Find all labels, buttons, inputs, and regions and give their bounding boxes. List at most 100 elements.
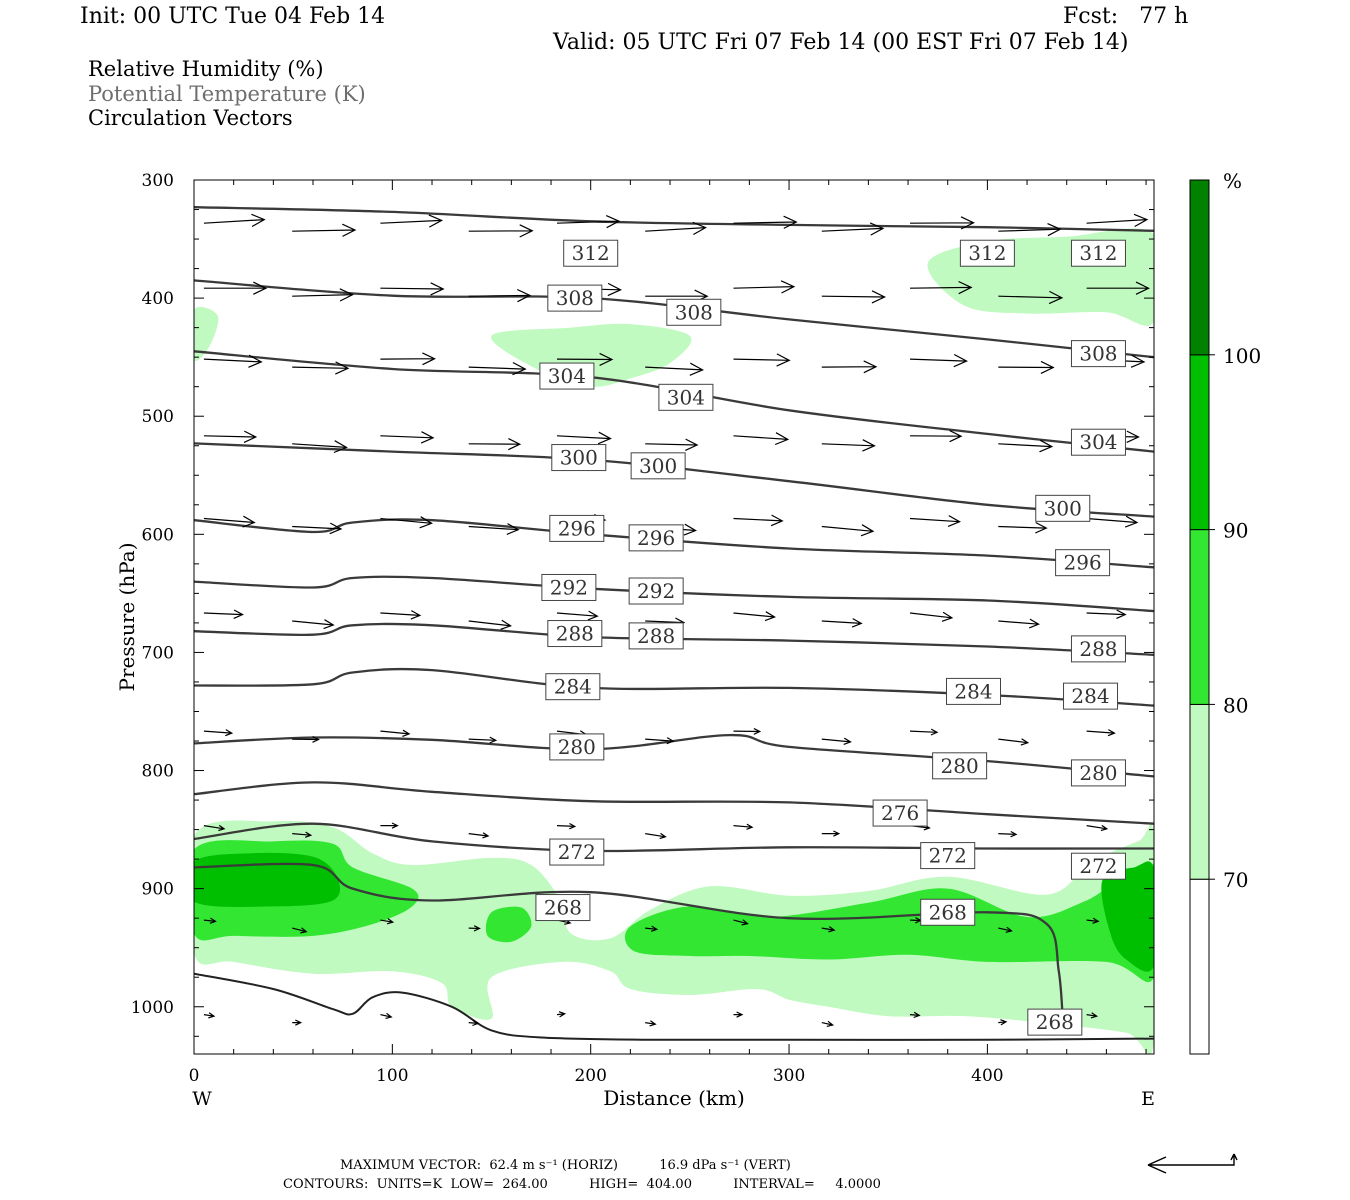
contour-label-box	[1063, 682, 1119, 710]
circulation-vector	[292, 1019, 303, 1026]
contour-label-308: 308	[556, 286, 594, 310]
contour-label-box	[535, 894, 591, 922]
circulation-vector	[468, 438, 522, 451]
contour-label-284: 284	[954, 679, 992, 703]
circulation-vector	[998, 738, 1030, 746]
circulation-vector	[821, 360, 878, 374]
y-tick-label: 500	[142, 407, 174, 427]
contour-label-box	[628, 622, 684, 650]
circulation-vector	[733, 280, 796, 294]
circulation-vector	[556, 215, 621, 229]
circulation-vector	[468, 736, 498, 744]
rh-region-70	[194, 306, 219, 361]
contour-label-box	[872, 799, 928, 827]
contour-label-296: 296	[558, 516, 596, 540]
contour-label-box	[628, 577, 684, 605]
y-axis-title: Pressure (hPa)	[115, 543, 139, 692]
circulation-vector	[821, 439, 876, 452]
circulation-vector	[556, 431, 612, 445]
contour-label-288: 288	[556, 622, 594, 646]
contour-label-268: 268	[544, 896, 582, 920]
x-tick-label: 0	[189, 1066, 200, 1086]
x-end-label-west: W	[192, 1088, 212, 1110]
rh-region-80	[485, 906, 532, 943]
legend-theta: Potential Temperature (K)	[88, 82, 366, 106]
circulation-vector	[203, 354, 263, 368]
contour-label-box	[539, 362, 595, 390]
x-tick-label: 100	[376, 1066, 408, 1086]
contour-label-300: 300	[639, 454, 677, 478]
circulation-vector	[468, 523, 520, 535]
y-tick-label: 300	[142, 171, 174, 191]
circulation-vector	[909, 430, 963, 443]
circulation-vector	[733, 353, 791, 367]
circulation-vector	[203, 729, 234, 737]
contour-label-312: 312	[968, 241, 1006, 265]
circulation-vector	[380, 282, 445, 296]
circulation-vector	[380, 610, 422, 620]
contour-label-box	[1035, 494, 1091, 522]
contour-label-box	[549, 514, 605, 542]
contour-label-288: 288	[1079, 637, 1117, 661]
contour-label-304: 304	[667, 385, 705, 409]
contour-label-288: 288	[637, 624, 675, 648]
contour-label-312: 312	[572, 241, 610, 265]
contour-label-box	[932, 752, 988, 780]
valid-time: Valid: 05 UTC Fri 07 Feb 14 (00 EST Fri …	[553, 30, 1129, 55]
colorbar-segment	[1189, 529, 1210, 705]
x-tick-label: 300	[773, 1066, 805, 1086]
circulation-vector	[380, 352, 436, 366]
forecast-hour: Fcst: 77 h	[1063, 4, 1189, 29]
circulation-vector	[998, 618, 1040, 629]
contour-label-box	[545, 673, 601, 701]
contour-label-280: 280	[1079, 761, 1117, 785]
circulation-vector	[733, 611, 776, 622]
circulation-vector	[380, 516, 433, 529]
circulation-vector	[1086, 917, 1100, 924]
contour-info: CONTOURS: UNITS=K LOW= 264.00 HIGH= 404.…	[283, 1177, 881, 1192]
contour-label-box	[1070, 239, 1126, 267]
circulation-vector	[821, 290, 886, 304]
circulation-vector	[380, 431, 435, 444]
circulation-vector	[380, 822, 399, 829]
contour-label-268: 268	[1036, 1010, 1074, 1034]
contour-label-304: 304	[548, 364, 586, 388]
circulation-vector	[556, 610, 599, 621]
circulation-vector	[909, 611, 954, 622]
colorbar-label: 90	[1223, 519, 1248, 543]
circulation-vector	[203, 515, 256, 528]
circulation-vector	[203, 430, 258, 443]
colorbar-unit: %	[1223, 169, 1242, 193]
contour-label-272: 272	[929, 844, 967, 868]
circulation-vector	[1086, 213, 1149, 228]
circulation-vector	[645, 832, 667, 840]
contour-label-308: 308	[675, 300, 713, 324]
contour-label-box	[1055, 549, 1111, 577]
contour-label-280: 280	[941, 754, 979, 778]
circulation-vector	[733, 728, 762, 735]
reference-vector-arrow	[1147, 1153, 1238, 1174]
rh-region-90	[1101, 861, 1154, 972]
circulation-vector	[733, 1011, 744, 1018]
circulation-vector	[645, 925, 659, 932]
circulation-vector	[468, 288, 532, 303]
circulation-vector	[821, 1020, 835, 1027]
contour-label-276: 276	[881, 801, 919, 825]
legend-vectors: Circulation Vectors	[88, 106, 293, 130]
contour-label-box	[549, 838, 605, 866]
circulation-vector	[998, 1019, 1008, 1026]
circulation-vector	[821, 618, 863, 628]
circulation-vector	[292, 440, 348, 454]
y-tick-label: 1000	[131, 998, 174, 1018]
circulation-vector	[645, 737, 675, 745]
circulation-vector	[909, 353, 968, 368]
circulation-vector	[821, 737, 852, 745]
contour-label-284: 284	[1071, 684, 1109, 708]
circulation-vector	[468, 361, 527, 376]
init-time: Init: 00 UTC Tue 04 Feb 14	[80, 4, 386, 29]
theta-contour-276	[194, 781, 1154, 825]
x-axis-title: Distance (km)	[603, 1086, 745, 1110]
contour-label-296: 296	[637, 526, 675, 550]
circulation-vector	[203, 281, 268, 295]
circulation-vector	[203, 824, 226, 832]
